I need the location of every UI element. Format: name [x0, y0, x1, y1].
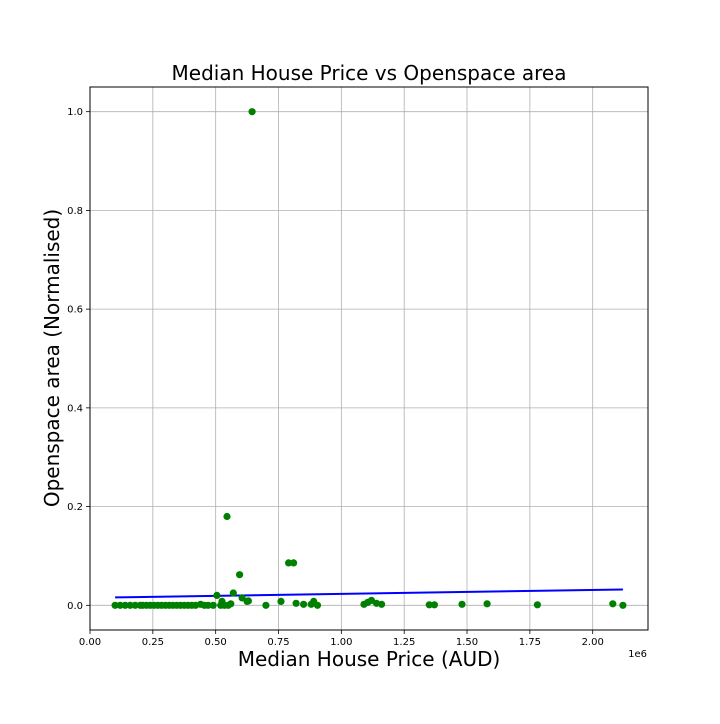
x-tick-label: 2.00	[582, 637, 604, 648]
data-point	[116, 601, 124, 609]
data-point	[313, 601, 322, 609]
data-point	[292, 599, 300, 607]
tick-layer: 0.00 0.25 0.50 0.75 1.00 1.25 1.50 1.75 2.00 0.0 0…	[67, 107, 604, 648]
regression-line	[115, 588, 623, 599]
data-point	[248, 108, 256, 116]
y-tick-label: 1.0	[67, 107, 83, 118]
x-axis-offset-label: 1e6	[628, 649, 647, 660]
data-point	[483, 600, 491, 608]
point-layer	[111, 108, 627, 609]
x-tick-label: 0.50	[205, 637, 227, 648]
plot-frame	[89, 86, 649, 631]
data-point	[204, 601, 212, 609]
x-tick-label: 0.00	[79, 637, 101, 648]
data-point	[238, 594, 246, 602]
y-tick-label: 0.2	[67, 502, 83, 513]
y-tick-label: 0.0	[67, 601, 83, 612]
x-tick-label: 0.25	[142, 637, 164, 648]
data-point	[236, 571, 244, 579]
data-point	[229, 589, 237, 597]
data-point	[285, 559, 293, 567]
data-point	[290, 559, 298, 567]
data-point	[213, 591, 221, 600]
x-tick-label: 1.50	[456, 637, 478, 648]
x-tick-label: 1.75	[519, 637, 541, 648]
y-tick-label: 0.4	[67, 403, 83, 414]
x-axis-label: Median House Price (AUD)	[238, 647, 501, 671]
chart-title: Median House Price vs Openspace area	[172, 61, 567, 85]
x-tick-label: 0.75	[267, 637, 289, 648]
data-point	[244, 597, 252, 605]
data-point	[430, 601, 438, 609]
data-point	[262, 601, 270, 609]
x-tick-label: 1.25	[393, 637, 415, 648]
y-tick-label: 0.8	[67, 206, 83, 217]
data-point	[227, 600, 235, 608]
data-point	[209, 601, 217, 609]
data-point	[223, 512, 231, 521]
data-point	[277, 597, 285, 606]
y-axis-label: Openspace area (Normalised)	[40, 209, 64, 507]
data-point	[121, 601, 129, 609]
data-point	[300, 600, 308, 608]
data-point	[609, 600, 617, 608]
fit-line-layer	[115, 588, 623, 599]
data-point	[619, 601, 627, 609]
y-tick-label: 0.6	[67, 305, 83, 316]
grid-layer	[89, 87, 648, 630]
data-point	[458, 600, 466, 608]
data-point	[533, 601, 542, 609]
data-point	[126, 601, 134, 609]
data-point	[111, 601, 119, 609]
x-tick-label: 1.00	[330, 637, 352, 648]
data-point	[425, 601, 433, 609]
data-point	[131, 601, 139, 609]
data-point	[378, 600, 386, 608]
